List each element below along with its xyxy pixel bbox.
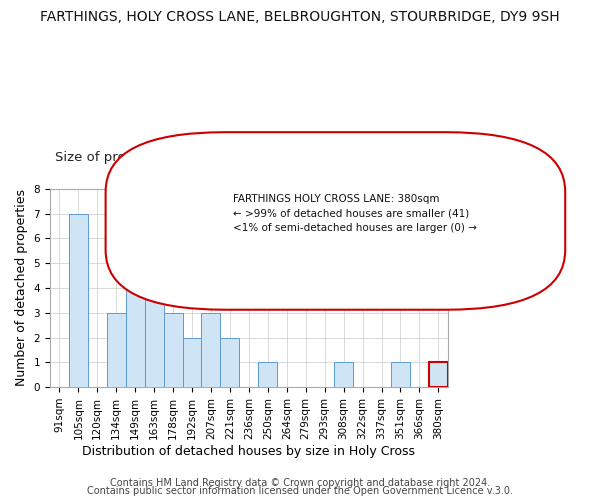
Text: Contains HM Land Registry data © Crown copyright and database right 2024.: Contains HM Land Registry data © Crown c… (110, 478, 490, 488)
FancyBboxPatch shape (106, 132, 565, 310)
Bar (391, 362, 410, 387)
Bar (145, 263, 164, 387)
Text: FARTHINGS HOLY CROSS LANE: 380sqm
← >99% of detached houses are smaller (41)
<1%: FARTHINGS HOLY CROSS LANE: 380sqm ← >99%… (233, 194, 477, 234)
Bar (429, 362, 448, 387)
Y-axis label: Number of detached properties: Number of detached properties (15, 190, 28, 386)
Bar (69, 214, 88, 387)
X-axis label: Distribution of detached houses by size in Holy Cross: Distribution of detached houses by size … (82, 444, 415, 458)
Bar (182, 338, 202, 387)
Bar (334, 362, 353, 387)
Text: Contains public sector information licensed under the Open Government Licence v.: Contains public sector information licen… (87, 486, 513, 496)
Bar (220, 338, 239, 387)
Bar (259, 362, 277, 387)
Bar (164, 312, 182, 387)
Bar (125, 288, 145, 387)
Text: FARTHINGS, HOLY CROSS LANE, BELBROUGHTON, STOURBRIDGE, DY9 9SH: FARTHINGS, HOLY CROSS LANE, BELBROUGHTON… (40, 10, 560, 24)
Bar (107, 312, 125, 387)
Title: Size of property relative to detached houses in Holy Cross: Size of property relative to detached ho… (55, 151, 443, 164)
Bar (202, 312, 220, 387)
